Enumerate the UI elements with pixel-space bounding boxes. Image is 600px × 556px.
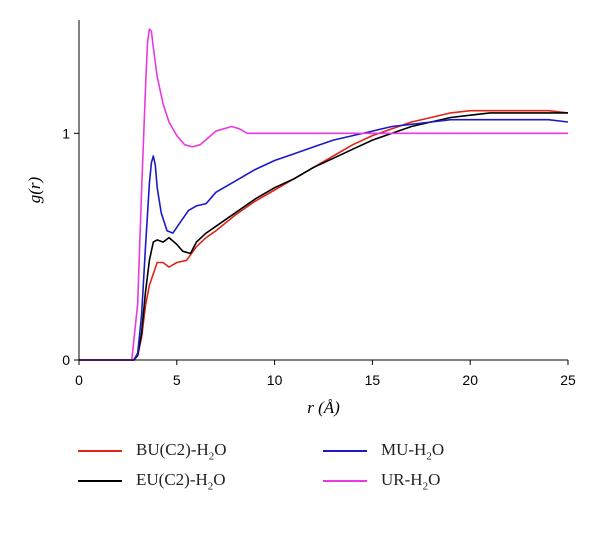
series-line-2 [79, 118, 569, 361]
legend-swatch [323, 450, 367, 452]
series-line-0 [79, 109, 569, 361]
legend-label: UR-H2O [381, 469, 441, 493]
legend-item: MU-H2O [323, 440, 444, 462]
legend-item: UR-H2O [323, 470, 440, 492]
x-tick-label: 20 [462, 372, 478, 388]
legend-item: BU(C2)-H2O [78, 440, 227, 462]
series-line-1 [79, 112, 568, 361]
x-tick-label: 25 [560, 372, 576, 388]
legend-swatch [323, 480, 367, 482]
y-tick-label: 0 [62, 352, 70, 368]
x-tick-label: 10 [267, 372, 283, 388]
x-tick-label: 5 [173, 372, 181, 388]
legend: BU(C2)-H2O EU(C2)-H2O MU-H2O UR-H2O [78, 440, 538, 500]
legend-item: EU(C2)-H2O [78, 470, 226, 492]
x-tick-label: 15 [365, 372, 381, 388]
legend-swatch [78, 450, 122, 452]
legend-swatch [78, 480, 122, 482]
rdf-line-chart: 0 5 10 15 20 25 01 r (Å) g(r) [25, 20, 576, 417]
y-tick-label: 1 [62, 125, 70, 141]
x-axis-title: r (Å) [307, 398, 340, 417]
x-ticks: 0 5 10 15 20 25 [75, 360, 576, 388]
y-axis-title: g(r) [25, 176, 44, 203]
plot-lines [79, 28, 569, 361]
y-ticks: 01 [62, 125, 79, 368]
x-tick-label: 0 [75, 372, 83, 388]
series-line-3 [79, 28, 568, 361]
legend-label: EU(C2)-H2O [136, 469, 226, 493]
legend-label: MU-H2O [381, 439, 445, 463]
legend-label: BU(C2)-H2O [136, 439, 227, 463]
